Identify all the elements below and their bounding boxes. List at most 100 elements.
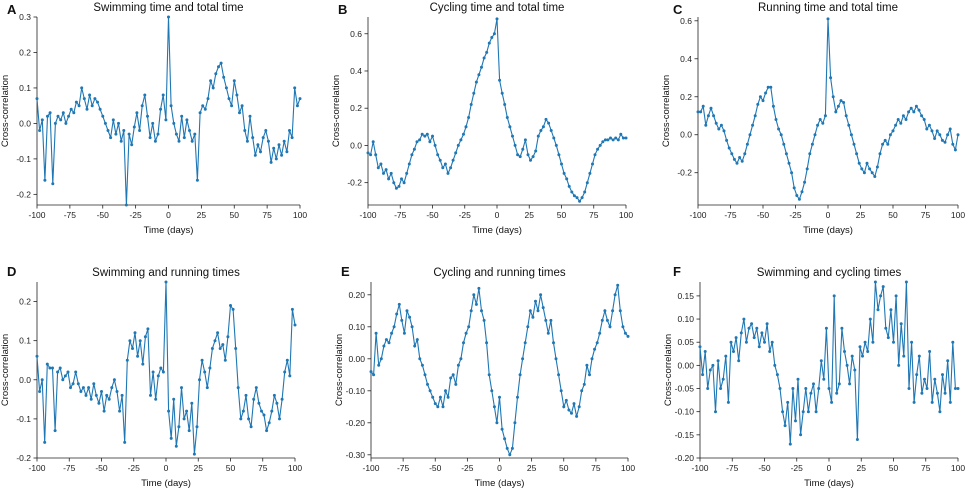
x-tick-label: 25 — [527, 463, 537, 473]
x-tick-label: 100 — [293, 210, 307, 220]
data-point — [822, 377, 826, 381]
x-tick-label: 75 — [589, 210, 599, 220]
data-point — [910, 340, 914, 344]
data-point — [899, 322, 903, 326]
chart-title: Cycling and running times — [433, 267, 566, 279]
data-point — [523, 341, 527, 345]
data-point — [236, 386, 240, 390]
x-tick-label: 25 — [525, 210, 535, 220]
chart-panel-d: D Swimming and running times -100 -75 -50 -25… — [0, 264, 302, 489]
data-point — [948, 127, 952, 131]
x-axis-label: Time (days) — [144, 225, 194, 236]
x-tick-label: 75 — [921, 210, 931, 220]
data-point — [523, 138, 527, 142]
x-tick-label: 25 — [194, 463, 204, 473]
data-point — [192, 452, 196, 456]
data-point — [408, 315, 412, 319]
data-point — [46, 114, 49, 118]
data-point — [758, 95, 762, 99]
data-point — [82, 97, 86, 101]
data-point — [431, 395, 435, 399]
data-point — [240, 104, 244, 108]
data-point — [855, 438, 859, 441]
x-tick-label: 25 — [857, 463, 867, 473]
data-point — [231, 307, 235, 311]
data-point — [43, 178, 47, 182]
data-point — [45, 362, 49, 366]
data-point — [883, 138, 887, 142]
data-point — [477, 286, 481, 290]
data-point — [565, 177, 569, 181]
data-point — [64, 121, 68, 125]
data-point — [778, 387, 782, 390]
y-axis-label: Cross-correlation — [663, 334, 674, 406]
x-tick-label: -75 — [397, 463, 410, 473]
data-point — [187, 429, 191, 433]
panel-letter: A — [7, 2, 17, 17]
data-point — [585, 181, 589, 185]
data-point — [98, 107, 102, 111]
data-point — [505, 116, 509, 119]
data-point — [598, 143, 602, 147]
data-point — [498, 78, 502, 82]
x-tick-label: 100 — [288, 463, 302, 473]
data-point — [888, 133, 892, 137]
data-point — [552, 341, 555, 345]
x-tick-label: -50 — [95, 463, 108, 473]
data-point — [738, 156, 742, 159]
data-point — [557, 153, 561, 157]
data-point — [200, 358, 204, 362]
data-point — [205, 386, 209, 390]
y-tick-label: -0.10 — [675, 407, 695, 417]
x-axis-label: Time (days) — [803, 225, 853, 236]
y-tick-label: 0.4 — [350, 66, 362, 76]
data-point — [261, 136, 265, 140]
data-point — [806, 410, 810, 414]
data-point — [180, 114, 184, 118]
data-point — [182, 136, 186, 140]
data-point — [469, 103, 473, 106]
data-point — [928, 350, 932, 353]
panel-letter: D — [7, 264, 16, 279]
data-point — [751, 123, 755, 127]
data-point — [94, 393, 98, 397]
data-point — [169, 436, 173, 440]
data-point — [917, 108, 921, 112]
data-point — [418, 357, 422, 361]
data-point — [725, 138, 729, 142]
data-point — [117, 121, 120, 125]
x-tick-label: -50 — [758, 463, 771, 473]
data-point — [90, 104, 94, 108]
data-point — [745, 142, 749, 146]
data-point — [774, 118, 778, 121]
data-point — [585, 363, 589, 367]
y-axis-label: Cross-correlation — [661, 75, 672, 147]
x-tick-label: -75 — [394, 210, 407, 220]
data-point — [48, 111, 52, 115]
data-point — [766, 85, 770, 89]
data-point — [97, 401, 101, 405]
data-point — [87, 386, 91, 390]
data-point — [891, 129, 895, 133]
data-point — [392, 181, 396, 185]
y-tick-label: -0.20 — [346, 418, 366, 428]
data-point — [495, 421, 499, 425]
data-point — [213, 339, 217, 343]
x-tick-label: 100 — [951, 210, 965, 220]
data-point — [293, 323, 297, 327]
chart-title: Swimming and running times — [92, 267, 240, 279]
y-tick-label: -0.30 — [346, 450, 366, 460]
data-point — [392, 325, 396, 329]
data-point — [567, 184, 571, 188]
data-point — [902, 354, 906, 358]
data-point — [787, 161, 791, 165]
data-point — [879, 294, 883, 298]
x-tick-label: 50 — [226, 463, 236, 473]
data-point — [724, 354, 728, 358]
data-point — [943, 391, 947, 395]
data-point — [621, 136, 625, 140]
data-point — [842, 101, 846, 104]
data-point — [222, 75, 226, 79]
data-point — [420, 132, 424, 136]
data-point — [464, 125, 468, 129]
